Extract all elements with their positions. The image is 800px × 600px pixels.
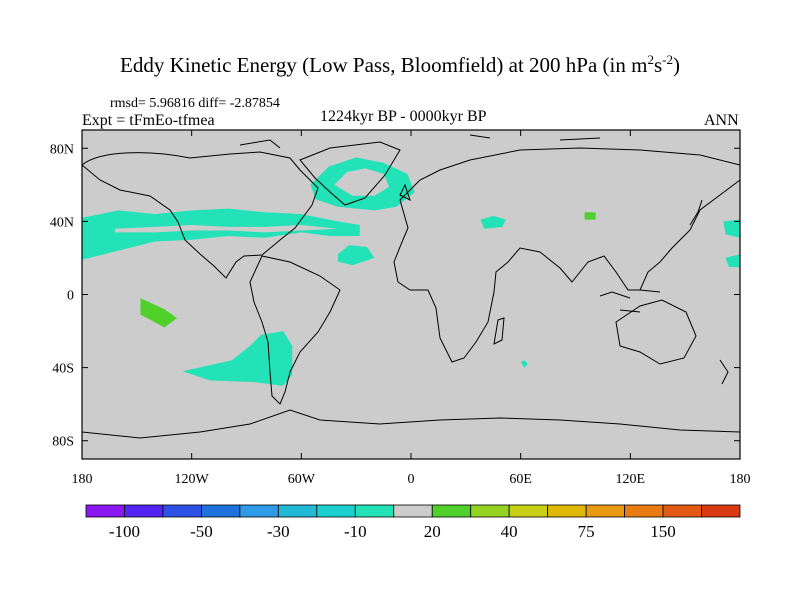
colorbar-box [316, 504, 356, 518]
colorbar-label: 40 [501, 522, 518, 541]
colorbar-box [508, 504, 549, 518]
colorbar-box [201, 504, 241, 518]
madagascar-coast [493, 317, 505, 345]
colorbar-box [547, 504, 587, 518]
stats-text: rmsd= 5.96816 diff= -2.87854 [110, 96, 280, 111]
region-dateline-east-patch-2 [725, 254, 740, 268]
experiment-label: Expt = tFmEo-tfmea [82, 112, 215, 129]
colorbar-box [239, 504, 279, 518]
colorbar-label: -30 [267, 522, 290, 541]
colorbar-box [85, 504, 125, 518]
period-label: 1224kyr BP - 0000kyr BP [320, 108, 487, 125]
region-north-atlantic-ring-hole [334, 168, 390, 196]
colorbar-box [277, 504, 318, 518]
colorbar-label: 20 [424, 522, 441, 541]
uk-coast [399, 183, 411, 201]
season-label: ANN [704, 112, 739, 129]
colorbar-label: 150 [650, 522, 676, 541]
coastlines [82, 134, 740, 439]
colorbar-box [354, 504, 395, 518]
arctic-islands-coast [239, 134, 601, 149]
colorbar-box [162, 504, 202, 518]
x-tick-label: 60W [288, 472, 316, 487]
region-east-asia-positive [584, 212, 596, 220]
region-south-pacific-band [182, 331, 293, 386]
colorbar-box [585, 504, 625, 518]
colorbar-box [701, 504, 741, 518]
y-tick-label: 0 [67, 289, 74, 304]
south-america-coast [249, 255, 341, 405]
y-axis: 80N 40N 0 40S 80S [50, 142, 740, 450]
y-tick-label: 40N [50, 215, 74, 230]
region-south-pacific-positive [140, 298, 177, 328]
y-tick-label: 40S [52, 362, 74, 377]
x-tick-label: 180 [730, 472, 751, 487]
japan-coast [689, 199, 703, 226]
chart-title: Eddy Kinetic Energy (Low Pass, Bloomfiel… [120, 52, 680, 77]
map-background [82, 130, 740, 459]
y-tick-label: 80N [50, 142, 74, 157]
x-axis: 180 120W 60W 0 60E 120E 180 [72, 130, 751, 487]
antarctica-coast [82, 409, 740, 439]
new-zealand-coast [719, 359, 729, 385]
region-central-asia-patch [480, 215, 506, 229]
colorbar-box [662, 504, 702, 518]
region-north-atlantic-patch [337, 245, 375, 266]
region-pacific-band-inner-gap [114, 225, 338, 233]
colorbar-box [124, 504, 164, 518]
region-north-pacific-band [82, 208, 360, 260]
eurasia-africa-coast [393, 147, 740, 363]
australia-coast [615, 299, 697, 365]
colorbar: -100 -50 -30 -10 20 40 75 150 [85, 504, 741, 541]
y-tick-label: 80S [52, 435, 74, 450]
colorbar-box [470, 504, 510, 518]
region-south-atlantic-speck [520, 360, 528, 368]
colorbar-label: -100 [109, 522, 140, 541]
x-tick-label: 120W [175, 472, 210, 487]
region-dateline-east-patch [723, 219, 740, 238]
x-tick-label: 60E [509, 472, 532, 487]
x-tick-label: 180 [72, 472, 93, 487]
colorbar-label: -10 [344, 522, 367, 541]
greenland-coast [299, 141, 401, 206]
colorbar-label: -50 [190, 522, 213, 541]
colorbar-label: 75 [578, 522, 595, 541]
colorbar-box [431, 504, 472, 518]
anomaly-regions [82, 157, 740, 386]
x-tick-label: 0 [408, 472, 415, 487]
north-america-coast [82, 151, 319, 279]
x-tick-label: 120E [616, 472, 646, 487]
colorbar-box [624, 504, 664, 518]
colorbar-box [393, 504, 433, 518]
maritime-continent-coast [599, 289, 661, 313]
